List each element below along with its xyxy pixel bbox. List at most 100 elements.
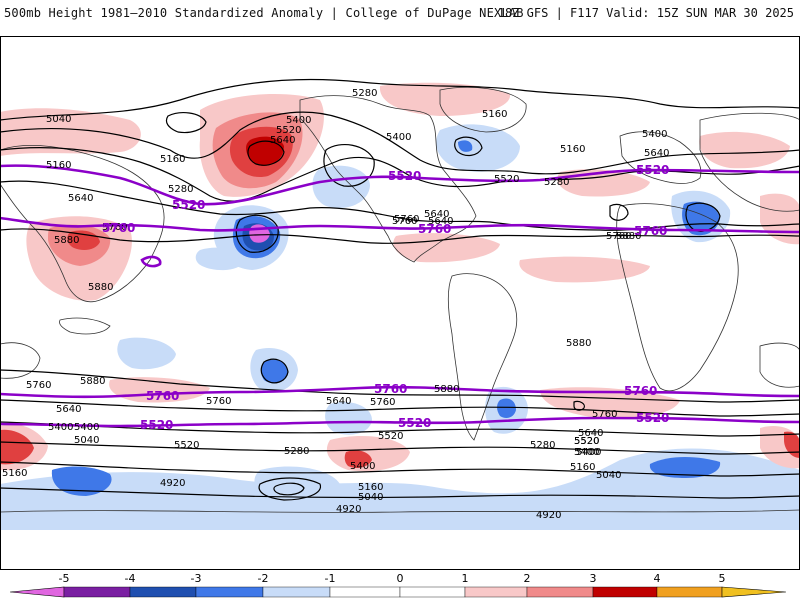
closed-low-contour [609,203,629,221]
contour-label: 5160 [570,462,595,473]
contour-label: 5280 [530,440,555,451]
contour-label: 5880 [88,282,113,293]
colorbar: -5 -4 -3 -2 -1 0 1 2 3 4 5 [0,570,800,600]
coastline-maritime [59,317,111,335]
closed-high-contour [247,140,285,166]
coastline-europe [619,131,702,184]
contour-label: 5760 [394,214,419,225]
contour-label: 5040 [74,435,99,446]
contour-label-5520: 5520 [172,198,205,212]
colorbar-tick-label: -1 [325,572,336,585]
contour-label: 5760 [206,396,231,407]
contour-label: 5640 [56,404,81,415]
contour-label-5760: 5760 [146,389,179,403]
contour-line [0,228,800,244]
anomaly-region [246,136,284,166]
contour-label: 5400 [48,422,73,433]
contour-line [0,487,800,499]
contour-label: 4920 [160,478,185,489]
coastline-australia-west [0,342,41,379]
anomaly-region [682,201,720,236]
contour-label: 5520 [574,436,599,447]
colorbar-tick-label: 2 [524,572,531,585]
anomaly-region [519,256,650,283]
contour-line [0,180,800,231]
contour-5760-north [0,216,800,234]
anomaly-region [379,82,511,116]
anomaly-region [436,124,520,172]
contour-label: 5760 [370,397,395,408]
contour-label: 5880 [434,384,459,395]
colorbar-bin-neg4-neg3 [129,586,197,598]
contour-label: 5280 [168,184,193,195]
closed-low-contour [454,136,483,157]
contour-label: 5640 [424,209,449,220]
contour-label: 5520 [174,440,199,451]
contour-label: 5640 [578,428,603,439]
coastlines [0,86,800,513]
colorbar-bin-neg3-neg2 [195,586,264,598]
map-header: 500mb Height 1981–2010 Standardized Anom… [0,0,800,36]
anomaly-region [51,466,112,496]
coastline-africa [616,203,739,392]
anomaly-region [117,337,176,370]
contour-label: 5400 [574,447,599,458]
weather-map[interactable]: 5280 5400 5160 5160 5040 5160 5280 5520 … [0,36,800,570]
contour-label: 5400 [386,132,411,143]
anomaly-region [195,247,244,271]
contour-label-5760: 5760 [374,382,407,396]
colorbar-svg: -5 -4 -3 -2 -1 0 1 2 3 4 5 [9,572,787,598]
contour-label: 5400 [350,461,375,472]
contour-label: 5880 [54,235,79,246]
colorbar-bin-pos1-pos2 [464,586,528,598]
contour-label-5760: 5760 [418,222,451,236]
contour-label: 5160 [46,160,71,171]
contour-5520-north [0,164,800,206]
colorbar-tick-label: 1 [462,572,469,585]
positive-anomaly-shading [0,82,800,472]
colorbar-bin-0-pos1 [399,586,466,598]
contour-label: 5880 [566,338,591,349]
contour-label: 5280 [284,446,309,457]
contour-label: 5760 [392,216,417,227]
anomaly-region [497,398,516,418]
colorbar-bin-neg1-0 [329,586,401,598]
anomaly-region [393,233,500,263]
coastline-antarctica [0,509,800,513]
anomaly-region [344,450,372,468]
contour-line [0,78,800,121]
closed-low-contour [258,477,322,501]
contour-label: 5640 [68,193,93,204]
map-canvas: 5280 5400 5160 5160 5040 5160 5280 5520 … [0,36,800,570]
coastline-north-america [299,95,477,263]
contour-label-5520: 5520 [636,163,669,177]
colorbar-tick-label: -3 [191,572,202,585]
contour-label: 5760 [592,409,617,420]
contour-label-5760: 5760 [102,221,135,235]
contour-label: 5880 [80,376,105,387]
contour-label-5760: 5760 [634,224,667,238]
anomaly-region [261,359,288,384]
closed-low-contour [273,482,305,496]
anomaly-region [312,165,370,208]
map-title: 500mb Height 1981–2010 Standardized Anom… [4,6,524,20]
colorbar-max-extension [721,586,787,598]
colorbar-tick-label: 3 [590,572,597,585]
contour-line [0,461,800,477]
coastline-asia [0,145,165,303]
contour-label: 4920 [536,510,561,521]
colorbar-tick-label: -2 [258,572,269,585]
contour-line [0,421,800,437]
anomaly-region [254,466,340,506]
contour-line [0,369,800,403]
contour-label: 5640 [326,396,351,407]
contour-label: 5520 [494,174,519,185]
height-contours-purple [0,164,800,428]
colorbar-tick-label: 0 [397,572,404,585]
contour-label-5520: 5520 [636,411,669,425]
colorbar-bin-pos3-pos4 [592,586,658,598]
contour-label: 5520 [378,431,403,442]
colorbar-bin-neg5-neg4 [63,586,131,598]
contour-label: 5160 [482,109,507,120]
contour-5520-south [0,416,800,428]
